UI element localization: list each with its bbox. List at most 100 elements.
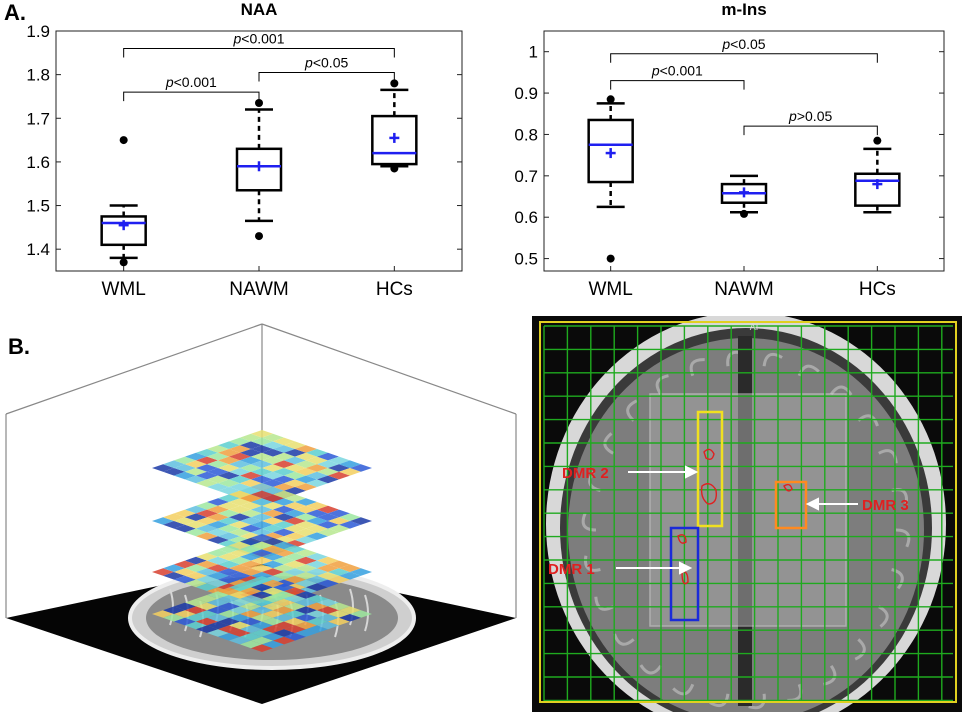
voxel-cell — [295, 468, 317, 476]
voxel-cell — [306, 532, 328, 540]
y-tick-label: 1.9 — [26, 22, 50, 41]
outlier-point — [390, 164, 399, 173]
voxel-cell — [295, 460, 317, 468]
voxel-cell — [218, 633, 240, 641]
voxel-cell — [207, 513, 229, 521]
voxel-cell — [251, 505, 273, 514]
voxel-cell — [240, 433, 262, 442]
x-category-label: NAWM — [229, 279, 288, 300]
significance-bracket: p<0.001 — [123, 74, 260, 102]
voxel-cell — [317, 528, 339, 537]
voxel-cell — [328, 617, 350, 626]
voxel-cell — [240, 545, 262, 553]
dmr1-box — [669, 526, 700, 622]
voxel-cell — [163, 460, 185, 468]
voxel-cell — [174, 524, 196, 533]
voxel-cell — [163, 468, 185, 476]
voxel-cell — [262, 553, 284, 561]
voxel-cell — [328, 456, 350, 465]
voxel-cell — [218, 587, 240, 595]
mrs-stack-illustration — [5, 323, 517, 704]
voxel-cell — [229, 528, 251, 537]
voxel-cell — [306, 464, 328, 472]
y-tick-label: 1 — [529, 43, 538, 62]
voxel-cell — [306, 449, 328, 457]
voxel-cell — [262, 545, 284, 553]
voxel-cell — [262, 433, 284, 442]
voxel-cell — [350, 464, 372, 472]
voxel-cell — [251, 644, 273, 652]
mrs-layer-floor — [152, 576, 372, 652]
frame-top-left — [5, 323, 263, 415]
voxel-cell — [185, 505, 207, 514]
voxel-cell — [229, 572, 251, 580]
outlier-point — [740, 209, 748, 218]
box-hcs — [371, 79, 418, 173]
voxel-cell — [251, 576, 273, 584]
voxel-cell — [328, 602, 350, 611]
voxel-cell — [273, 572, 295, 580]
voxel-cell — [273, 460, 295, 468]
box-nawm — [235, 99, 283, 241]
box-nawm — [720, 174, 768, 218]
voi-region — [649, 393, 847, 627]
x-category-label: HCs — [859, 279, 896, 300]
voxel-cell — [251, 528, 273, 537]
voxel-cell — [328, 524, 350, 533]
voxel-cell — [218, 479, 240, 487]
voxel-cell — [207, 505, 229, 514]
voxel-cell — [240, 560, 262, 569]
voxel-cell — [262, 479, 284, 487]
voxel-cell — [196, 524, 218, 533]
voxel-cell — [240, 524, 262, 533]
arrows — [616, 465, 858, 575]
bracket-line — [258, 71, 395, 82]
voxel-cell — [284, 487, 306, 495]
voxel-cell — [273, 556, 295, 565]
lesion-contours — [677, 448, 793, 585]
chart-title: m-Ins — [721, 0, 766, 19]
outlier-point — [873, 136, 882, 145]
voxel-cell — [207, 572, 229, 580]
voxel-cell — [262, 625, 284, 633]
voxel-cell — [251, 437, 273, 446]
voxel-cell — [284, 441, 306, 449]
voxel-cell — [240, 464, 262, 472]
panel-b-label: B. — [8, 334, 30, 359]
voxel-cell — [284, 464, 306, 472]
box-hcs — [854, 136, 901, 214]
voxel-cell — [207, 460, 229, 468]
significance-bracket: p<0.05 — [258, 54, 395, 82]
iqr-box — [235, 147, 283, 192]
voxel-cell — [229, 541, 251, 550]
voxel-cell — [262, 524, 284, 533]
bracket-line — [123, 91, 260, 102]
voxel-cell — [163, 606, 185, 614]
voxel-cell — [306, 479, 328, 487]
voxel-cell — [251, 534, 273, 542]
voxel-cell — [251, 556, 273, 565]
brain-fold — [349, 588, 354, 626]
gyrus-fold — [709, 693, 730, 708]
voxel-cell — [317, 564, 339, 572]
voxel-cell — [240, 441, 262, 449]
voxel-cell — [339, 614, 361, 622]
voxel-cell — [196, 479, 218, 487]
y-tick-label: 1.8 — [26, 66, 50, 85]
x-category-label: WML — [102, 279, 146, 300]
lesion — [783, 483, 793, 492]
box-wml — [100, 136, 147, 267]
voxel-cell — [317, 521, 339, 529]
voxel-cell — [295, 498, 317, 506]
voxel-cell — [240, 633, 262, 641]
y-tick-label: 0.5 — [514, 250, 538, 269]
voxel-cell — [185, 513, 207, 521]
y-tick-label: 1.6 — [26, 153, 50, 172]
significance-bracket: p<0.05 — [610, 36, 878, 63]
voxel-cell — [284, 524, 306, 533]
voxel-cell — [262, 441, 284, 449]
outlier-point — [255, 232, 263, 241]
voxel-cell — [163, 521, 185, 529]
gyrus-fold — [891, 568, 904, 590]
voxel-cell — [163, 513, 185, 521]
